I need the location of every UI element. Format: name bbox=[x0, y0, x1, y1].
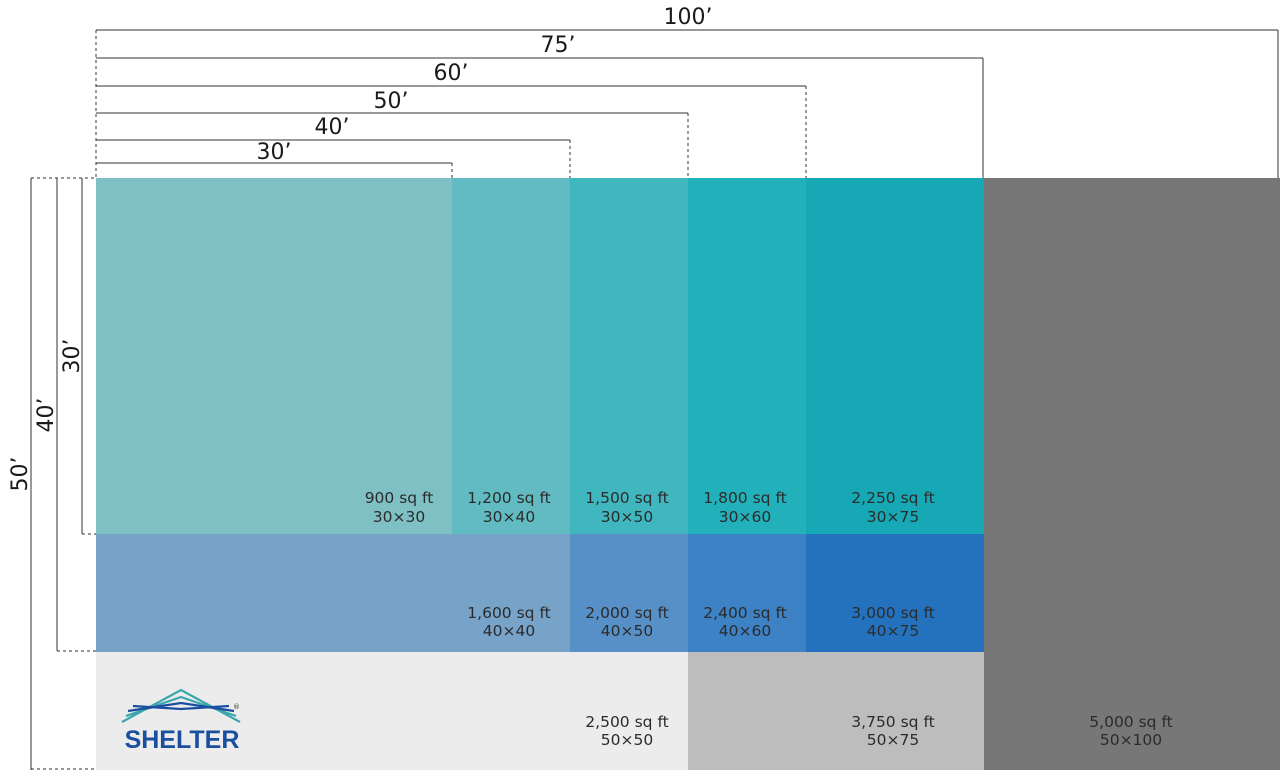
depth-label-30: 30’ bbox=[60, 339, 85, 374]
depth-dimension-lines bbox=[30, 177, 96, 770]
area-label-30x30: 900 sq ft bbox=[365, 489, 434, 507]
area-label-40x60: 2,400 sq ft bbox=[703, 604, 786, 622]
dims-label-30x50: 30×50 bbox=[601, 508, 653, 526]
area-label-30x75: 2,250 sq ft bbox=[851, 489, 934, 507]
area-label-50x75: 3,750 sq ft bbox=[851, 713, 934, 731]
area-label-30x60: 1,800 sq ft bbox=[703, 489, 786, 507]
cell-40x40 bbox=[452, 534, 570, 652]
area-label-30x40: 1,200 sq ft bbox=[467, 489, 550, 507]
dims-label-30x60: 30×60 bbox=[719, 508, 771, 526]
shelter-roof-icon bbox=[121, 688, 241, 723]
dims-label-40x75: 40×75 bbox=[867, 622, 919, 640]
dims-label-40x40: 40×40 bbox=[483, 622, 535, 640]
width-label-40: 40’ bbox=[315, 115, 350, 140]
dims-label-50x75: 50×75 bbox=[867, 731, 919, 749]
width-dimension-lines bbox=[95, 29, 1279, 178]
dims-label-50x100: 50×100 bbox=[1100, 731, 1162, 749]
width-label-75: 75’ bbox=[541, 33, 576, 58]
area-label-40x75: 3,000 sq ft bbox=[851, 604, 934, 622]
area-label-40x40: 1,600 sq ft bbox=[467, 604, 550, 622]
area-label-50x100: 5,000 sq ft bbox=[1089, 713, 1172, 731]
depth-label-50: 50’ bbox=[8, 457, 33, 492]
area-label-50x50: 2,500 sq ft bbox=[585, 713, 668, 731]
dims-label-30x75: 30×75 bbox=[867, 508, 919, 526]
cell-50x75 bbox=[688, 652, 984, 770]
cell-40x60 bbox=[688, 534, 806, 652]
cell-30x50 bbox=[570, 178, 688, 534]
width-labels: 100’ 75’ 60’ 50’ 40’ 30’ bbox=[257, 5, 713, 165]
dims-label-50x50: 50×50 bbox=[601, 731, 653, 749]
cell-row2-blank bbox=[96, 534, 452, 652]
dims-label-30x30: 30×30 bbox=[373, 508, 425, 526]
cell-40x50 bbox=[570, 534, 688, 652]
cell-row3-blank bbox=[96, 652, 570, 770]
dims-label-40x60: 40×60 bbox=[719, 622, 771, 640]
cell-30x75 bbox=[806, 178, 984, 534]
logo-registered-mark: ® bbox=[233, 703, 240, 711]
cell-30x60 bbox=[688, 178, 806, 534]
cell-labels: 900 sq ft 30×30 1,200 sq ft 30×40 1,500 … bbox=[365, 489, 1173, 749]
area-label-40x50: 2,000 sq ft bbox=[585, 604, 668, 622]
logo-wordmark: SHELTER bbox=[125, 726, 240, 754]
cell-30x30 bbox=[96, 178, 452, 534]
width-label-60: 60’ bbox=[434, 61, 469, 86]
width-label-100: 100’ bbox=[664, 5, 713, 30]
width-label-50: 50’ bbox=[374, 89, 409, 114]
dims-label-30x40: 30×40 bbox=[483, 508, 535, 526]
area-label-30x50: 1,500 sq ft bbox=[585, 489, 668, 507]
cell-50x100 bbox=[984, 178, 1280, 770]
depth-label-40: 40’ bbox=[34, 398, 59, 433]
area-cells bbox=[96, 178, 1280, 770]
cell-30x40 bbox=[452, 178, 570, 534]
depth-labels: 30’ 40’ 50’ bbox=[8, 339, 85, 492]
dims-label-40x50: 40×50 bbox=[601, 622, 653, 640]
width-label-30: 30’ bbox=[257, 140, 292, 165]
shelter-logo: SHELTER ® bbox=[121, 688, 241, 754]
cell-50x50 bbox=[570, 652, 688, 770]
cell-40x75 bbox=[806, 534, 984, 652]
